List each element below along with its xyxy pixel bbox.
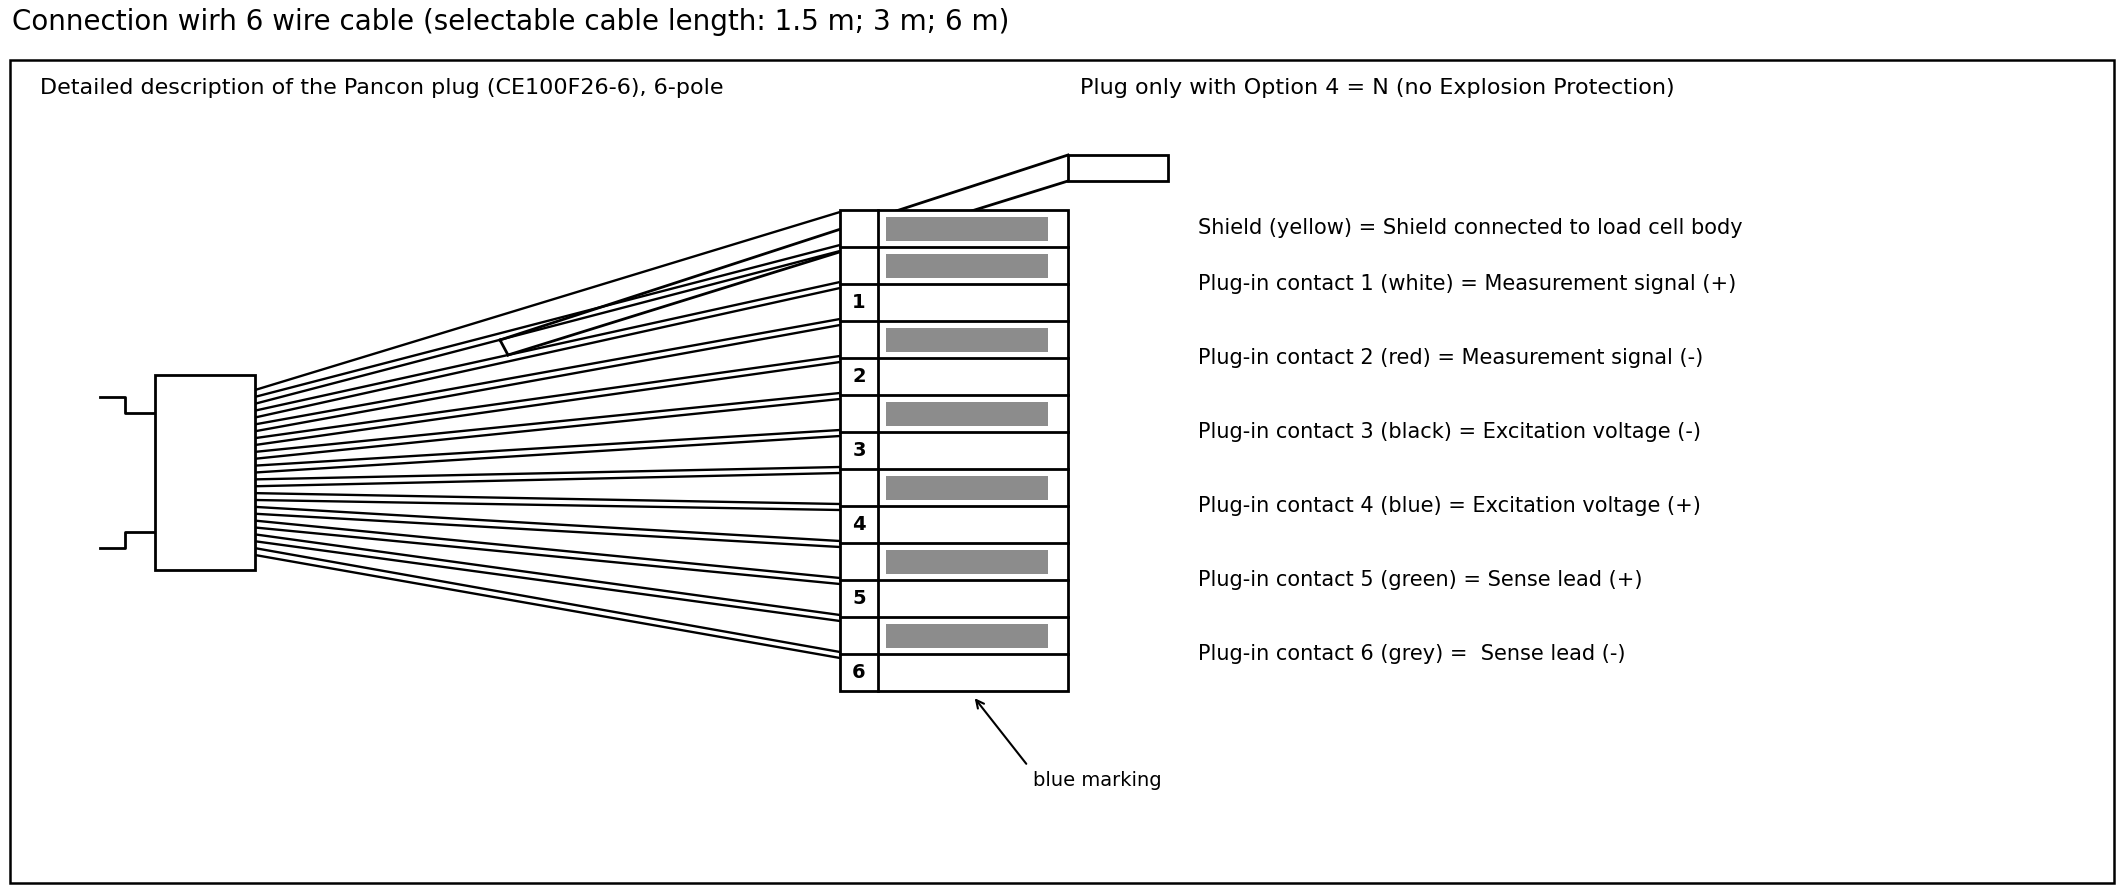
Bar — [155, 375, 255, 570]
Bar — [886, 328, 1047, 352]
Text: 6: 6 — [852, 663, 867, 682]
Text: 4: 4 — [852, 515, 867, 534]
Text: Plug-in contact 5 (green) = Sense lead (+): Plug-in contact 5 (green) = Sense lead (… — [1198, 570, 1642, 590]
Text: Detailed description of the Pancon plug (CE100F26-6), 6-pole: Detailed description of the Pancon plug … — [40, 78, 724, 98]
Text: Plug-in contact 1 (white) = Measurement signal (+): Plug-in contact 1 (white) = Measurement … — [1198, 274, 1735, 294]
Bar — [839, 210, 1068, 691]
Text: Connection wirh 6 wire cable (selectable cable length: 1.5 m; 3 m; 6 m): Connection wirh 6 wire cable (selectable… — [13, 8, 1009, 36]
Text: 1: 1 — [852, 293, 867, 312]
Text: Plug-in contact 2 (red) = Measurement signal (-): Plug-in contact 2 (red) = Measurement si… — [1198, 348, 1703, 368]
Bar — [886, 476, 1047, 500]
Bar — [886, 550, 1047, 573]
Text: 2: 2 — [852, 367, 867, 386]
Text: Plug only with Option 4 = N (no Explosion Protection): Plug only with Option 4 = N (no Explosio… — [1079, 78, 1674, 98]
Text: Plug-in contact 6 (grey) =  Sense lead (-): Plug-in contact 6 (grey) = Sense lead (-… — [1198, 644, 1625, 664]
Text: 3: 3 — [852, 441, 867, 460]
Bar — [1068, 155, 1168, 181]
Text: Plug-in contact 4 (blue) = Excitation voltage (+): Plug-in contact 4 (blue) = Excitation vo… — [1198, 496, 1701, 516]
Text: Plug-in contact 3 (black) = Excitation voltage (-): Plug-in contact 3 (black) = Excitation v… — [1198, 422, 1701, 442]
Bar — [886, 254, 1047, 278]
Bar — [886, 402, 1047, 426]
Text: blue marking: blue marking — [1032, 771, 1162, 790]
Text: Shield (yellow) = Shield connected to load cell body: Shield (yellow) = Shield connected to lo… — [1198, 219, 1742, 238]
Bar — [886, 217, 1047, 241]
Bar — [886, 623, 1047, 647]
Text: 5: 5 — [852, 589, 867, 608]
